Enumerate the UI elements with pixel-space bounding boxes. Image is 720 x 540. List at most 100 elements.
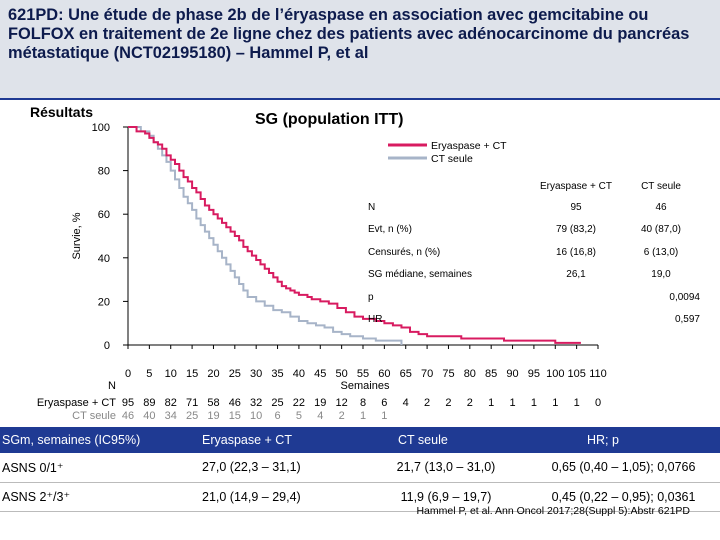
risk-n-label: N xyxy=(108,380,116,392)
section-label: Résultats xyxy=(30,104,94,120)
x-tick-label: 65 xyxy=(400,368,412,380)
y-tick-label: 0 xyxy=(104,340,110,352)
risk-value: 2 xyxy=(445,397,451,409)
x-tick-label: 0 xyxy=(125,368,131,380)
x-tick-label: 85 xyxy=(485,368,497,380)
stats-hr-value: 0,597 xyxy=(674,314,700,326)
y-tick-label: 60 xyxy=(98,209,110,221)
x-tick-label: 80 xyxy=(464,368,476,380)
y-tick-label: 40 xyxy=(98,253,110,265)
risk-value: 46 xyxy=(229,397,241,409)
stats-value-ct: 6 (13,0) xyxy=(643,246,679,258)
stats-value-ct: 40 (87,0) xyxy=(640,224,682,236)
stats-row: SG médiane, semaines 26,1 19,0 xyxy=(368,264,700,287)
x-tick-label: 75 xyxy=(442,368,454,380)
risk-value: 1 xyxy=(381,410,387,422)
summary-cell: 11,9 (6,9 – 19,7) xyxy=(365,482,525,512)
stats-value-eryaspase: 95 xyxy=(570,201,582,213)
risk-value: 4 xyxy=(403,397,409,409)
y-tick-label: 100 xyxy=(92,122,110,134)
chart-curves xyxy=(128,126,581,345)
x-tick-label: 55 xyxy=(357,368,369,380)
km-curve-eryaspase xyxy=(128,126,581,344)
risk-value: 32 xyxy=(250,397,262,409)
x-tick-label: 60 xyxy=(378,368,390,380)
stats-label: Evt, n (%) xyxy=(368,224,412,236)
risk-value: 40 xyxy=(143,410,155,422)
risk-value: 58 xyxy=(207,397,219,409)
summary-cell: 0,65 (0,40 – 1,05); 0,0766 xyxy=(525,453,720,483)
stats-header-eryaspase: Eryaspase + CT xyxy=(540,180,612,192)
stats-value-ct: 46 xyxy=(655,201,667,213)
risk-row-label: CT seule xyxy=(72,410,116,422)
risk-value: 1 xyxy=(509,397,515,409)
stats-row: N 95 46 xyxy=(368,196,700,219)
summary-cell: 27,0 (22,3 – 31,1) xyxy=(200,453,365,483)
summary-header-row: SGm, semaines (IC95%) Eryaspase + CT CT … xyxy=(0,427,720,453)
x-tick-label: 25 xyxy=(229,368,241,380)
x-tick-label: 40 xyxy=(293,368,305,380)
y-tick-label: 80 xyxy=(98,166,110,178)
stats-value-eryaspase: 26,1 xyxy=(566,269,586,281)
x-tick-label: 100 xyxy=(546,368,564,380)
stats-p-row: p 0,0094 xyxy=(368,286,700,309)
summary-header: HR; p xyxy=(525,427,720,453)
risk-value: 95 xyxy=(122,397,134,409)
risk-value: 1 xyxy=(360,410,366,422)
x-tick-label: 35 xyxy=(271,368,283,380)
x-axis-label: Semaines xyxy=(341,380,390,392)
chart-axes: 0 20 40 60 80 100 0 5 10 15 20 25 30 35 40 45 50 55 60 65 70… xyxy=(71,122,607,392)
risk-value: 6 xyxy=(274,410,280,422)
summary-header: CT seule xyxy=(365,427,525,453)
km-curve-ct-seule xyxy=(128,126,403,345)
chart-title: SG (population ITT) xyxy=(255,111,404,128)
x-tick-label: 10 xyxy=(165,368,177,380)
x-tick-label: 20 xyxy=(207,368,219,380)
stats-header-ct: CT seule xyxy=(641,180,681,192)
stats-value-ct: 19,0 xyxy=(651,269,671,281)
risk-value: 4 xyxy=(317,410,323,422)
risk-row-label: Eryaspase + CT xyxy=(37,397,116,409)
risk-value: 19 xyxy=(314,397,326,409)
header-banner: 621PD: Une étude de phase 2b de l’éryasp… xyxy=(0,0,720,100)
summary-cell: 21,0 (14,9 – 29,4) xyxy=(200,482,365,512)
x-tick-label: 105 xyxy=(567,368,585,380)
risk-value: 2 xyxy=(339,410,345,422)
risk-value: 2 xyxy=(424,397,430,409)
stats-p-value: 0,0094 xyxy=(669,291,700,303)
summary-header: Eryaspase + CT xyxy=(200,427,365,453)
risk-value: 1 xyxy=(574,397,580,409)
x-tick-label: 90 xyxy=(506,368,518,380)
summary-cell: 0,45 (0,22 – 0,95); 0,0361 xyxy=(525,482,720,512)
risk-value: 6 xyxy=(381,397,387,409)
summary-cell: 21,7 (13,0 – 31,0) xyxy=(365,453,525,483)
y-tick-label: 20 xyxy=(98,296,110,308)
risk-value: 12 xyxy=(336,397,348,409)
x-tick-label: 110 xyxy=(589,368,607,380)
summary-cell-label: ASNS 2⁺/3⁺ xyxy=(0,482,200,512)
summary-header: SGm, semaines (IC95%) xyxy=(0,427,200,453)
risk-value: 46 xyxy=(122,410,134,422)
risk-value: 2 xyxy=(467,397,473,409)
risk-value: 15 xyxy=(229,410,241,422)
risk-value: 1 xyxy=(488,397,494,409)
risk-value: 8 xyxy=(360,397,366,409)
x-tick-label: 5 xyxy=(146,368,152,380)
summary-table: SGm, semaines (IC95%) Eryaspase + CT CT … xyxy=(0,427,720,512)
x-tick-label: 45 xyxy=(314,368,326,380)
risk-value: 5 xyxy=(296,410,302,422)
summary-cell-label: ASNS 0/1⁺ xyxy=(0,453,200,483)
stats-label: Censurés, n (%) xyxy=(368,246,441,258)
stats-label: N xyxy=(368,201,376,213)
reference-citation: Hammel P, et al. Ann Oncol 2017;28(Suppl… xyxy=(416,505,690,517)
risk-value: 71 xyxy=(186,397,198,409)
stats-label: SG médiane, semaines xyxy=(368,269,472,281)
legend-label: CT seule xyxy=(431,153,473,165)
risk-value: 22 xyxy=(293,397,305,409)
risk-value: 82 xyxy=(165,397,177,409)
risk-value: 89 xyxy=(143,397,155,409)
risk-value: 34 xyxy=(165,410,177,422)
stats-table: Eryaspase + CT CT seule N 95 46 Evt, n (… xyxy=(368,176,700,331)
